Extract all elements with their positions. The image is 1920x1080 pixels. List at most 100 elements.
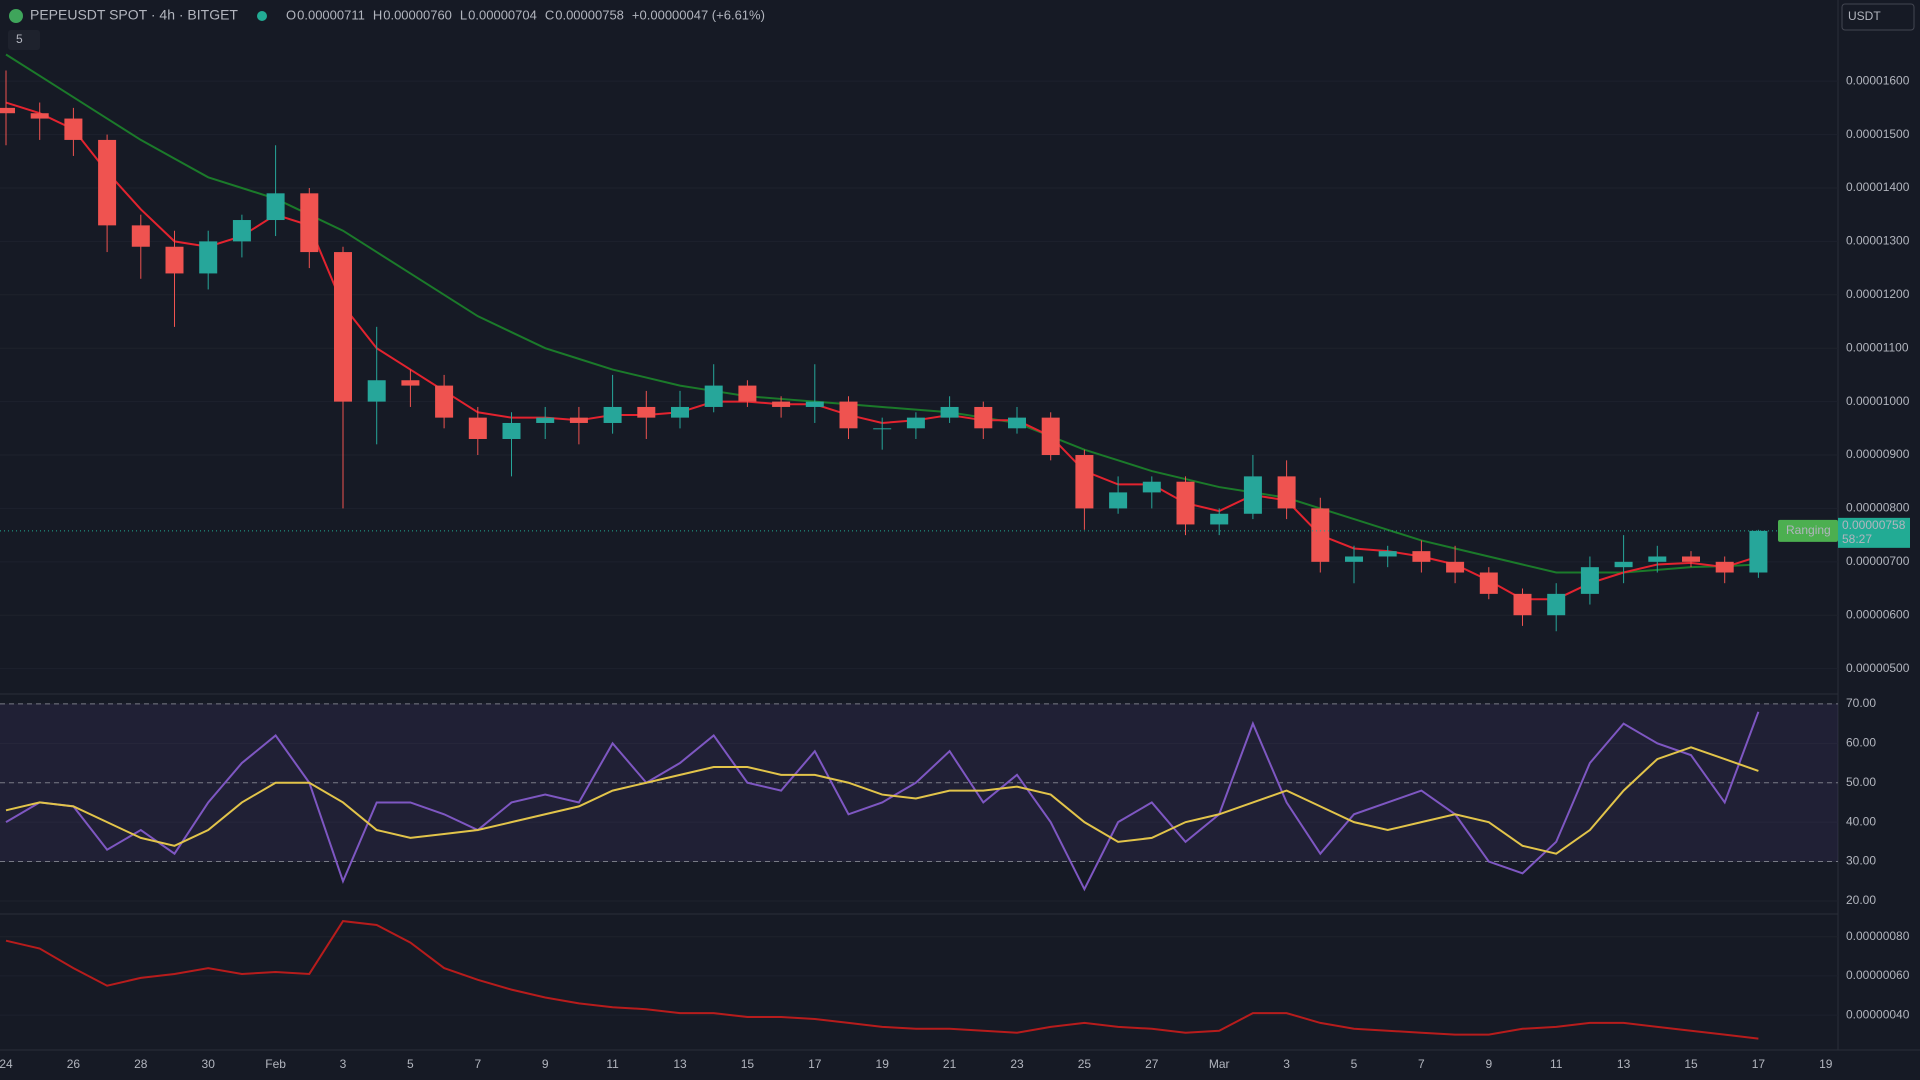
x-tick-label: 30	[202, 1057, 216, 1071]
ohlc-value: 0.00000758	[555, 7, 624, 22]
candle-body	[738, 385, 757, 402]
candle-body	[1041, 417, 1060, 456]
candle-body	[1176, 481, 1195, 525]
ohlc: O 0.00000711 H 0.00000760 L 0.00000704 C 0.0000…	[286, 7, 765, 22]
candle-body	[805, 401, 824, 407]
indicators-toggle[interactable]	[8, 30, 40, 50]
candle-body	[1277, 476, 1296, 509]
candle-body	[1614, 561, 1633, 568]
x-tick-label: 13	[673, 1057, 687, 1071]
ohlc-label: O	[286, 7, 296, 22]
candle-body	[1412, 551, 1431, 562]
candle-body	[0, 107, 15, 114]
y-tick-label: 70.00	[1846, 696, 1876, 710]
candle-body	[1378, 551, 1397, 557]
candle-body	[435, 385, 454, 418]
x-tick-label: 19	[1819, 1057, 1833, 1071]
candle-body	[839, 401, 858, 429]
candle-body	[1749, 530, 1768, 573]
ohlc-value: 0.00000760	[383, 7, 452, 22]
y-tick-label: 60.00	[1846, 735, 1876, 749]
x-tick-label: 9	[1485, 1057, 1492, 1071]
candle-body	[569, 417, 588, 423]
x-tick-label: 11	[606, 1057, 619, 1071]
pattern-label-box	[1778, 519, 1838, 542]
candle-body	[1142, 481, 1161, 493]
ohlc-value: 0.00000704	[468, 7, 537, 22]
candle-body	[30, 113, 49, 119]
x-tick-label: 23	[1010, 1057, 1024, 1071]
candle-body	[873, 428, 892, 430]
x-tick-label: 7	[474, 1057, 481, 1071]
x-tick-label: 13	[1617, 1057, 1631, 1071]
indicators-count[interactable]: 5	[16, 32, 23, 46]
x-tick-label: 27	[1145, 1057, 1159, 1071]
candle-body	[772, 401, 791, 407]
y-tick-label: 0.00001300	[1846, 234, 1910, 248]
x-tick-label: 28	[134, 1057, 148, 1071]
y-tick-label: 0.00000080	[1846, 929, 1910, 943]
indicator-line	[5, 920, 1759, 1040]
x-tick-label: 24	[0, 1057, 13, 1071]
candle-body	[1075, 455, 1094, 509]
candle-body	[1345, 556, 1363, 562]
x-tick-label: 9	[542, 1057, 549, 1071]
x-tick-label: 15	[741, 1057, 755, 1071]
ohlc-label: H	[373, 7, 382, 22]
candle-body	[367, 380, 386, 402]
currency[interactable]: USDT	[1848, 9, 1881, 23]
ohlc-label: L	[460, 7, 467, 22]
y-tick-label: 0.00000060	[1846, 968, 1910, 982]
candle-body	[334, 252, 352, 402]
x-tick-label: 15	[1684, 1057, 1698, 1071]
candle-body	[536, 417, 555, 423]
ohlc-value: 0.00000711	[297, 7, 365, 22]
y-tick-label: 30.00	[1846, 854, 1876, 868]
x-tick-label: 5	[407, 1057, 414, 1071]
candle-body	[1210, 513, 1229, 525]
candle-body	[502, 422, 521, 439]
x-tick-label: 7	[1418, 1057, 1425, 1071]
x-tick-label: 26	[67, 1057, 81, 1071]
symbol: PEPEUSDT SPOT · 4h · BITGET	[30, 7, 238, 23]
y-tick-label: 0.00000500	[1846, 661, 1910, 675]
x-tick-label: 19	[876, 1057, 890, 1071]
candle-body	[300, 193, 319, 253]
y-tick-label: 20.00	[1846, 893, 1876, 907]
candle-body	[1446, 561, 1465, 573]
candle-body	[1243, 476, 1262, 514]
candle-body	[64, 118, 83, 140]
candle-body	[1547, 593, 1566, 616]
x-tick-label: 5	[1351, 1057, 1358, 1071]
candle-body	[1109, 492, 1128, 509]
x-tick-label: Mar	[1209, 1057, 1230, 1071]
indicator-line	[5, 746, 1759, 855]
candle-body	[1682, 556, 1700, 562]
y-tick-label: 40.00	[1846, 814, 1876, 828]
y-tick-label: 0.00001500	[1846, 127, 1910, 141]
status-dot	[257, 11, 267, 21]
x-tick-label: 21	[943, 1057, 957, 1071]
candle-body	[165, 246, 184, 274]
candle-body	[603, 406, 622, 423]
candle-body	[974, 406, 993, 429]
candle-body	[1513, 593, 1532, 616]
y-tick-label: 0.00000600	[1846, 607, 1910, 621]
x-tick-label: Feb	[265, 1057, 286, 1071]
currency-select[interactable]	[1841, 3, 1915, 31]
y-tick-label: 0.00001600	[1846, 73, 1910, 87]
candle-body	[906, 417, 925, 429]
candle-body	[266, 193, 285, 221]
candle-body	[671, 406, 689, 418]
candle-body	[1311, 508, 1330, 562]
y-tick-label: 0.00001400	[1846, 180, 1910, 194]
indicator-line	[5, 711, 1760, 892]
pattern-label: Ranging	[1786, 523, 1831, 537]
ohlc-label: C	[545, 7, 554, 22]
y-tick-label: 0.00001200	[1846, 287, 1910, 301]
y-tick-label: 0.00001100	[1846, 340, 1909, 354]
y-tick-label: 0.00001000	[1846, 394, 1910, 408]
x-tick-label: 3	[1283, 1057, 1290, 1071]
